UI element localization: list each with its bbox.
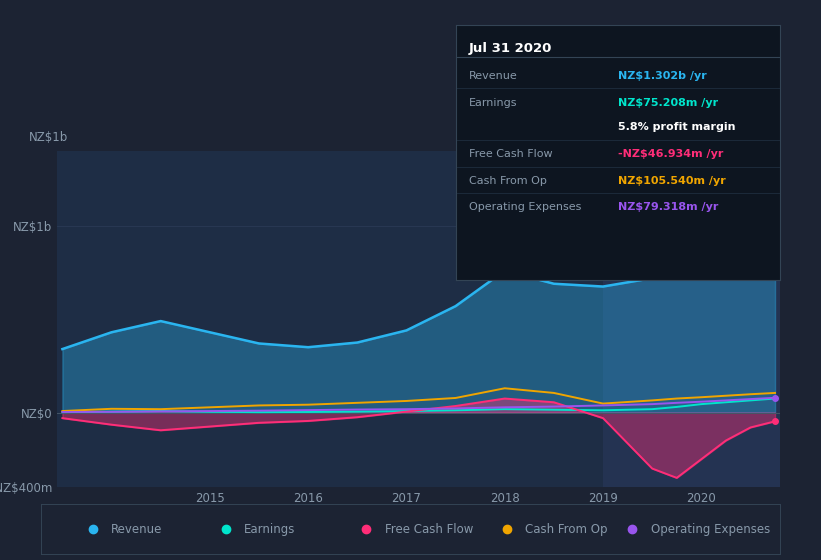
Text: Earnings: Earnings bbox=[469, 98, 517, 108]
Text: NZ$1b: NZ$1b bbox=[29, 130, 68, 144]
Text: Earnings: Earnings bbox=[245, 522, 296, 536]
Text: Jul 31 2020: Jul 31 2020 bbox=[469, 42, 552, 55]
Text: NZ$75.208m /yr: NZ$75.208m /yr bbox=[618, 98, 718, 108]
Text: Free Cash Flow: Free Cash Flow bbox=[385, 522, 473, 536]
Text: Revenue: Revenue bbox=[469, 71, 517, 81]
Bar bbox=[603, 151, 819, 487]
Text: Revenue: Revenue bbox=[112, 522, 163, 536]
Text: Operating Expenses: Operating Expenses bbox=[469, 202, 581, 212]
Text: NZ$105.540m /yr: NZ$105.540m /yr bbox=[618, 176, 726, 185]
Text: -NZ$46.934m /yr: -NZ$46.934m /yr bbox=[618, 149, 723, 159]
Text: Cash From Op: Cash From Op bbox=[469, 176, 547, 185]
Text: NZ$1.302b /yr: NZ$1.302b /yr bbox=[618, 71, 707, 81]
Text: Operating Expenses: Operating Expenses bbox=[651, 522, 770, 536]
Text: Cash From Op: Cash From Op bbox=[525, 522, 608, 536]
Text: NZ$79.318m /yr: NZ$79.318m /yr bbox=[618, 202, 718, 212]
Text: 5.8% profit margin: 5.8% profit margin bbox=[618, 122, 736, 132]
Text: Free Cash Flow: Free Cash Flow bbox=[469, 149, 553, 159]
